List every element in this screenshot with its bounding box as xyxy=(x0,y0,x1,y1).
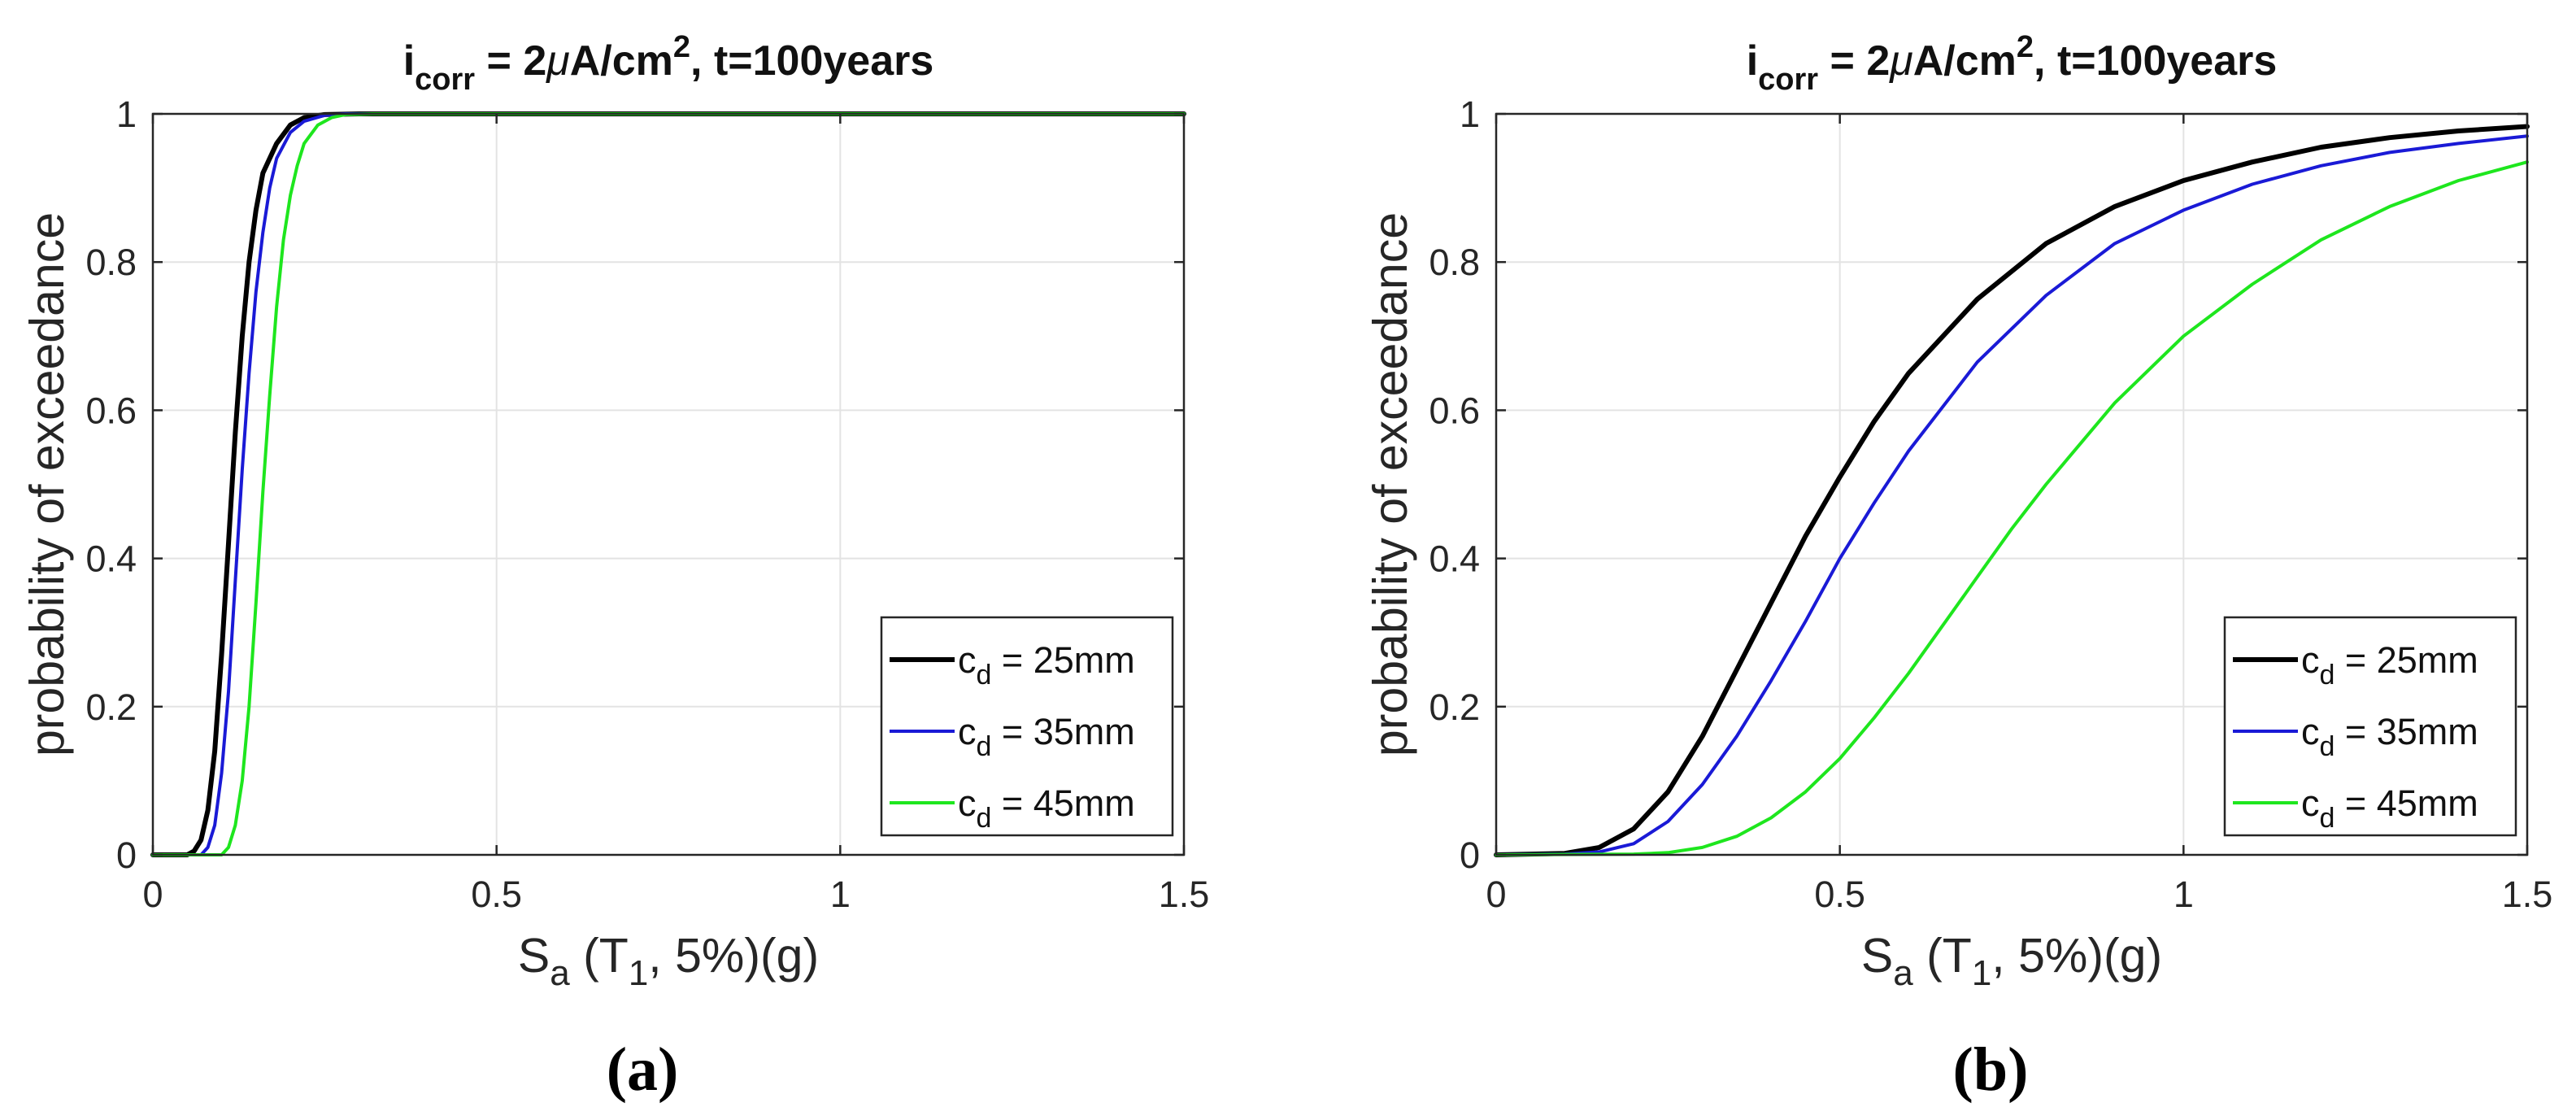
legend-entry: cd = 25mm xyxy=(958,639,1135,691)
x-tick-label: 0 xyxy=(142,874,163,915)
legend-entry: cd = 35mm xyxy=(2301,711,2478,762)
x-tick-label: 0.5 xyxy=(1814,874,1865,915)
legend-entry: cd = 25mm xyxy=(2301,639,2478,691)
panel-label: (b) xyxy=(1953,1035,2029,1104)
axes-frame xyxy=(151,112,1186,856)
y-tick-label: 0 xyxy=(1460,835,1480,876)
y-axis-label: probability of exceedance xyxy=(20,212,74,756)
x-tick-label: 1.5 xyxy=(1159,874,1210,915)
x-axis-label: Sa (T1, 5%)(g) xyxy=(518,929,819,993)
y-tick-label: 0.6 xyxy=(1429,390,1480,431)
chart-panel-b: 0 0.5 1 1.5 0 0.2 0.4 0.6 0.8 1 icorr = 2μA/cm2, t… xyxy=(1364,30,2552,1104)
chart-panel-a: 0 0.5 1 1.5 0 0.2 0.4 0.6 0.8 1 icorr = 2μA/cm2, t… xyxy=(20,30,1209,1104)
x-tick-label: 1.5 xyxy=(2502,874,2553,915)
x-tick-label: 1 xyxy=(2174,874,2194,915)
series-line-35mm xyxy=(151,112,1186,856)
chart-title: icorr = 2μA/cm2, t=100years xyxy=(1747,30,2278,97)
legend: cd = 25mm cd = 35mm cd = 45mm xyxy=(880,616,1174,837)
x-tick-label: 1 xyxy=(830,874,851,915)
y-axis-label: probability of exceedance xyxy=(1364,212,1417,756)
y-tick-label: 0.4 xyxy=(1429,538,1480,580)
x-axis-label: Sa (T1, 5%)(g) xyxy=(1861,929,2162,993)
y-tick-label: 0.4 xyxy=(85,538,137,580)
series-line-25mm xyxy=(1494,124,2530,857)
legend-entry: cd = 45mm xyxy=(958,782,1135,834)
chart-title: icorr = 2μA/cm2, t=100years xyxy=(403,30,934,97)
panel-label: (a) xyxy=(607,1035,679,1104)
x-tick-label: 0 xyxy=(1486,874,1506,915)
y-tick-label: 0.8 xyxy=(85,242,137,283)
series-line-45mm xyxy=(151,112,1186,856)
y-tick-label: 1 xyxy=(1460,94,1480,135)
x-tick-label: 0.5 xyxy=(471,874,522,915)
y-tick-label: 0.8 xyxy=(1429,242,1480,283)
y-tick-label: 0 xyxy=(116,835,137,876)
y-tick-label: 1 xyxy=(116,94,137,135)
y-tick-label: 0.2 xyxy=(1429,686,1480,728)
legend-box xyxy=(880,616,1174,837)
legend-box xyxy=(2223,616,2517,837)
legend-entry: cd = 45mm xyxy=(2301,782,2478,834)
y-tick-label: 0.6 xyxy=(85,390,137,431)
legend-entry: cd = 35mm xyxy=(958,711,1135,762)
legend: cd = 25mm cd = 35mm cd = 45mm xyxy=(2223,616,2517,837)
series-line-35mm xyxy=(1495,134,2529,856)
series-line-45mm xyxy=(1495,160,2529,856)
y-tick-label: 0.2 xyxy=(85,686,137,728)
axes-frame xyxy=(1495,112,2529,856)
